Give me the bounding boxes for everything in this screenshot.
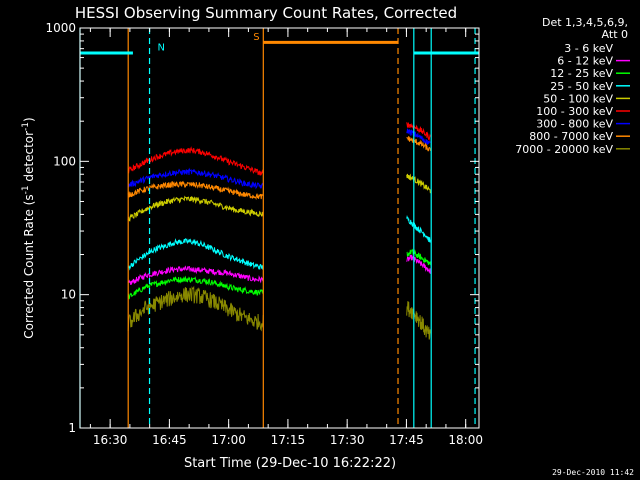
legend-label-1: 6 - 12 keV	[557, 55, 613, 68]
legend-label-0: 3 - 6 keV	[564, 42, 613, 55]
x-tick-label-1: 16:45	[152, 433, 187, 447]
plot-frame	[79, 27, 480, 429]
x-tick-label-3: 17:15	[271, 433, 306, 447]
chart-title: HESSI Observing Summary Count Rates, Cor…	[75, 4, 457, 22]
y-axis-label-mid: detector	[22, 131, 36, 186]
series-line-2-after	[406, 248, 431, 266]
interval-label-1: N	[158, 43, 165, 54]
y-tick-label-3: 1000	[45, 21, 76, 35]
series-7	[127, 136, 431, 201]
series-line-8-after	[406, 301, 431, 340]
series-line-3-before	[127, 238, 264, 271]
legend-label-6: 300 - 800 keV	[536, 118, 613, 131]
series-line-6-after	[406, 128, 431, 145]
y-tick-label-0: 1	[68, 421, 76, 435]
series-line-2-before	[127, 275, 264, 300]
x-tick-label-2: 17:00	[211, 433, 246, 447]
y-axis-label-end: )	[22, 117, 36, 122]
legend-header-line-1: Det 1,3,4,5,6,9,	[542, 16, 628, 29]
y-axis-label-main: Corrected Count Rate (s	[22, 194, 36, 338]
series-3	[127, 215, 431, 271]
legend-label-4: 50 - 100 keV	[543, 92, 613, 105]
x-tick-label-6: 18:00	[448, 433, 483, 447]
series-layer	[127, 122, 432, 382]
series-5	[127, 122, 431, 176]
x-axis-label: Start Time (29-Dec-10 16:22:22)	[184, 456, 396, 471]
y-tick-label-2: 100	[53, 154, 76, 168]
legend-label-3: 25 - 50 keV	[550, 80, 613, 93]
series-line-0-after	[405, 292, 432, 331]
series-line-4-before	[127, 195, 264, 222]
legend-label-7: 800 - 7000 keV	[529, 130, 613, 143]
series-line-0-before	[127, 321, 265, 382]
interval-label-2: S	[253, 32, 259, 43]
y-axis-label-sup2: -1	[21, 122, 31, 131]
legend-label-2: 12 - 25 keV	[550, 67, 613, 80]
series-0	[127, 292, 432, 382]
series-line-7-before	[127, 180, 264, 201]
series-line-5-after	[406, 122, 431, 142]
series-6	[127, 128, 431, 190]
series-line-1-after	[406, 254, 431, 274]
series-4	[127, 173, 431, 222]
x-tick-label-4: 17:30	[330, 433, 365, 447]
x-tick-label-5: 17:45	[389, 433, 424, 447]
series-line-3-after	[406, 215, 431, 243]
x-tick-label-0: 16:30	[93, 433, 128, 447]
y-axis-label: Corrected Count Rate (s-1 detector-1)	[21, 117, 36, 338]
series-line-4-after	[406, 173, 431, 194]
legend-header-line-2: Att 0	[602, 28, 628, 41]
legend-header: Det 1,3,4,5,6,9, Att 0	[542, 16, 628, 41]
legend-label-8: 7000 - 20000 keV	[515, 143, 613, 156]
series-2	[127, 248, 431, 300]
footer-date: 29-Dec-2010 11:42	[552, 468, 634, 477]
series-line-1-before	[127, 265, 264, 285]
series-line-8-before	[127, 285, 264, 332]
y-tick-label-1: 10	[61, 288, 76, 302]
series-line-7-after	[406, 136, 431, 152]
legend-label-5: 100 - 300 keV	[536, 105, 613, 118]
series-1	[127, 254, 431, 285]
series-8	[127, 285, 431, 340]
series-line-5-before	[127, 146, 264, 176]
y-axis-label-sup1: -1	[21, 185, 31, 194]
series-line-6-before	[127, 167, 264, 190]
axes: 1 10 100 1000 16:30 16:45 17:00 17:15 17:30 17:45…	[45, 21, 483, 447]
